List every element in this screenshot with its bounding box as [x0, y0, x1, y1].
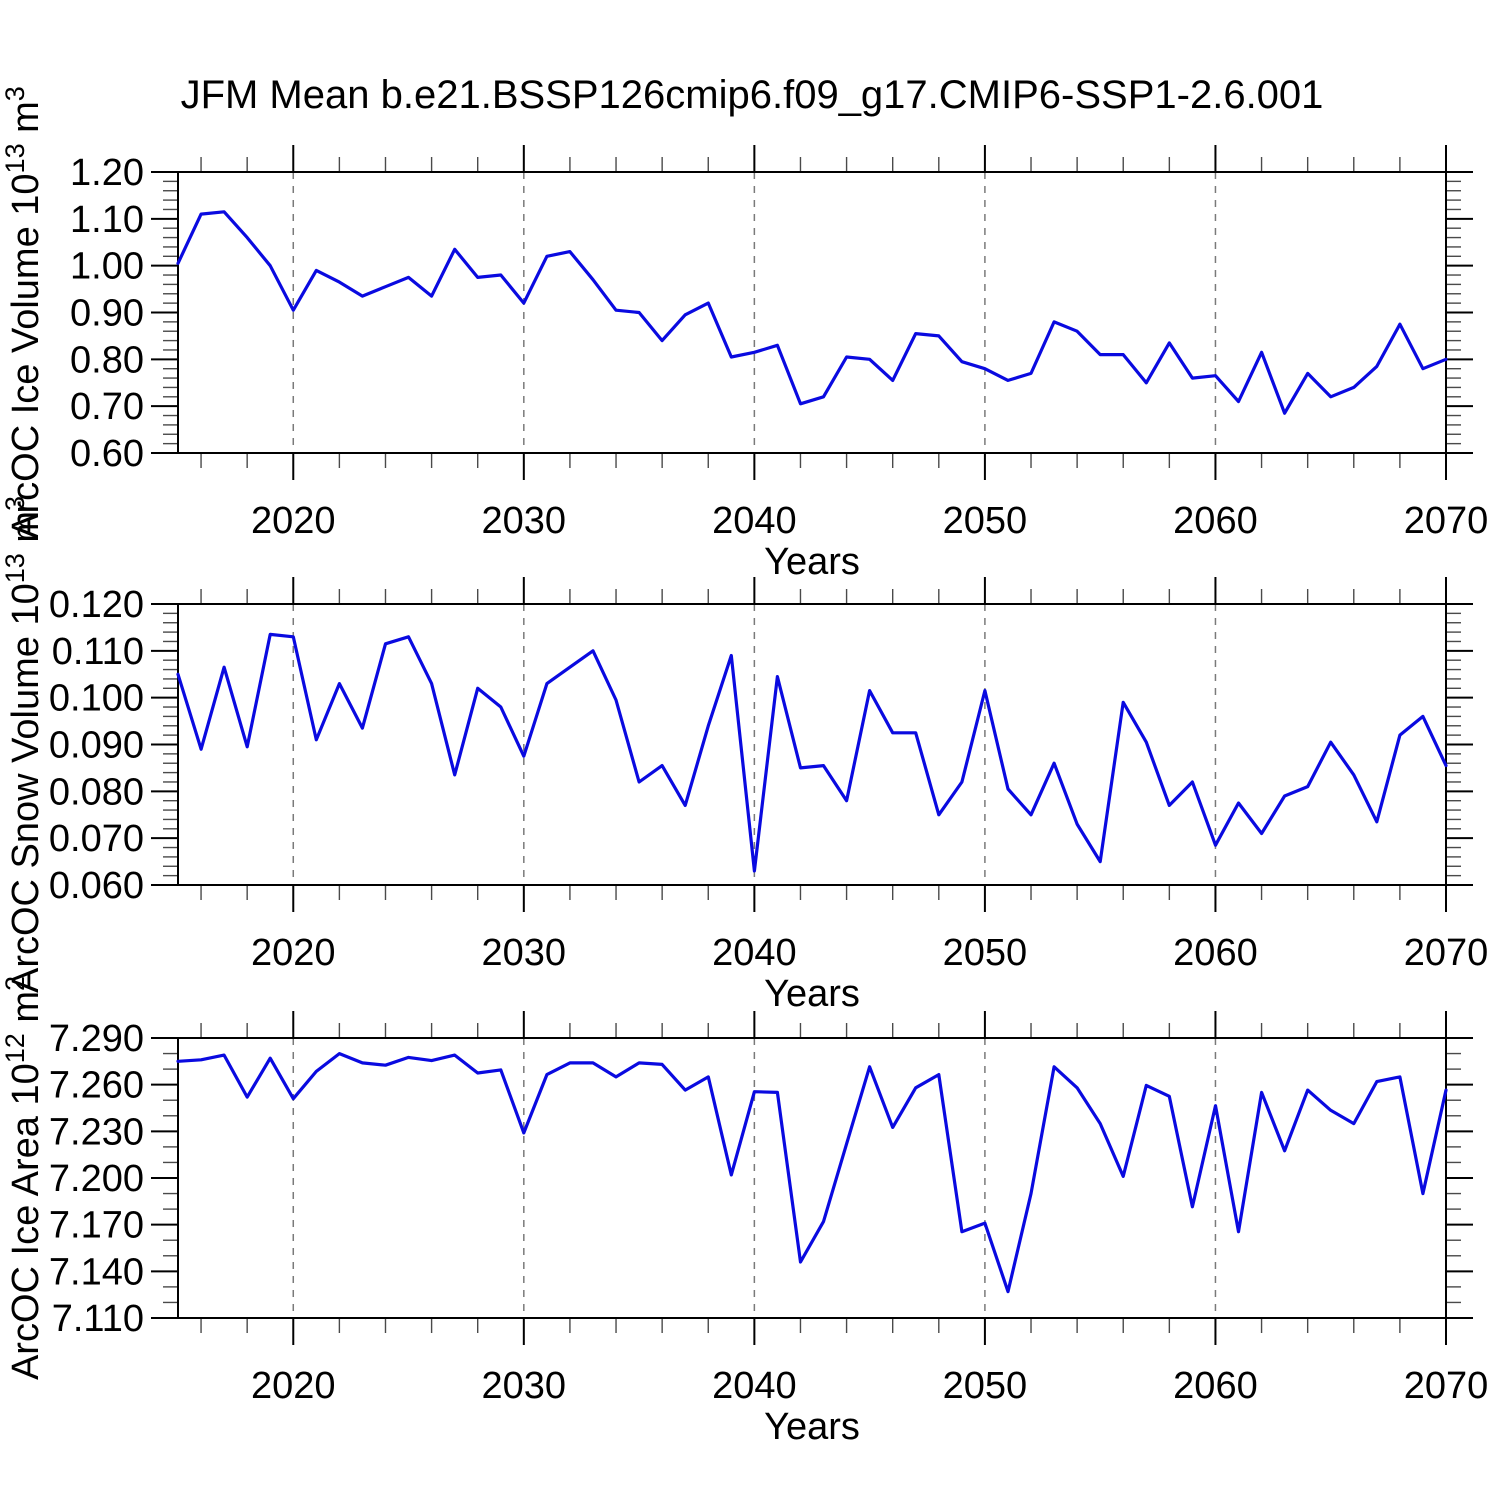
x-tick-label: 2040: [712, 1365, 797, 1407]
y-tick-label: 7.260: [49, 1065, 144, 1107]
panels-group: 0.60 0.70 0.800.90 1.00 1.10 1.20 2020 2030 2040…: [0, 86, 1488, 1448]
y-tick-label: 0.070: [49, 818, 144, 860]
y-tick-label: 7.200: [49, 1158, 144, 1200]
x-tick-label: 2030: [482, 500, 567, 542]
y-tick-label: 7.170: [49, 1205, 144, 1247]
y-tick-label: 0.100: [49, 678, 144, 720]
ice-volume-line: [176, 210, 1448, 415]
x-tick-label: 2020: [251, 1365, 336, 1407]
y-tick-label: 7.290: [49, 1018, 144, 1060]
y-tick-label: 0.090: [49, 725, 144, 767]
y-tick-label: 7.110: [52, 1298, 144, 1340]
y-tick-label: 7.140: [49, 1251, 144, 1293]
x-tick-label: 2060: [1173, 1365, 1258, 1407]
x-tick-label: 2050: [943, 1365, 1028, 1407]
x-tick-label: 2050: [943, 500, 1028, 542]
y-tick-label: 1.00: [70, 246, 144, 288]
x-tick-label: 2070: [1404, 932, 1489, 974]
panel-frame: [177, 1037, 1447, 1319]
panel-ice-volume: 0.60 0.70 0.800.90 1.00 1.10 1.20 2020 2030 2040…: [0, 86, 1488, 583]
y-tick-label: 0.70: [70, 386, 144, 428]
x-axis-title: Years: [764, 973, 860, 1015]
y-tick-label: 0.120: [49, 584, 144, 626]
y-tick-label: 0.080: [49, 771, 144, 813]
y-tick-label: 0.060: [49, 865, 144, 907]
ice-area-line: [176, 1051, 1448, 1294]
panel-frame: [177, 171, 1447, 454]
x-tick-label: 2070: [1404, 1365, 1489, 1407]
x-tick-label: 2020: [251, 500, 336, 542]
y-tick-label: 1.10: [70, 199, 144, 241]
x-tick-label: 2040: [712, 932, 797, 974]
x-tick-label: 2060: [1173, 500, 1258, 542]
y-tick-label: 0.110: [52, 631, 144, 673]
x-tick-label: 2050: [943, 932, 1028, 974]
x-tick-label: 2070: [1404, 500, 1489, 542]
x-tick-label: 2020: [251, 932, 336, 974]
x-tick-label: 2040: [712, 500, 797, 542]
y-axis-title: ArcOC Ice Area 1012 m2: [0, 976, 47, 1380]
x-tick-label: 2030: [482, 1365, 567, 1407]
snow-volume-line: [176, 632, 1448, 873]
y-tick-label: 0.90: [70, 293, 144, 335]
y-axis-title: ArcOC Ice Volume 1013 m3: [0, 86, 47, 539]
panel-frame: [177, 603, 1447, 886]
y-tick-label: 7.230: [49, 1111, 144, 1153]
x-axis-title: Years: [764, 541, 860, 583]
y-tick-label: 0.80: [70, 339, 144, 381]
chart-title: JFM Mean b.e21.BSSP126cmip6.f09_g17.CMIP…: [181, 73, 1324, 117]
y-tick-label: 1.20: [70, 152, 144, 194]
x-tick-label: 2030: [482, 932, 567, 974]
y-tick-label: 0.60: [70, 433, 144, 475]
x-tick-label: 2060: [1173, 932, 1258, 974]
x-axis-title: Years: [764, 1406, 860, 1448]
y-axis-title: ArcOC Snow Volume 1013 m3: [0, 496, 47, 993]
